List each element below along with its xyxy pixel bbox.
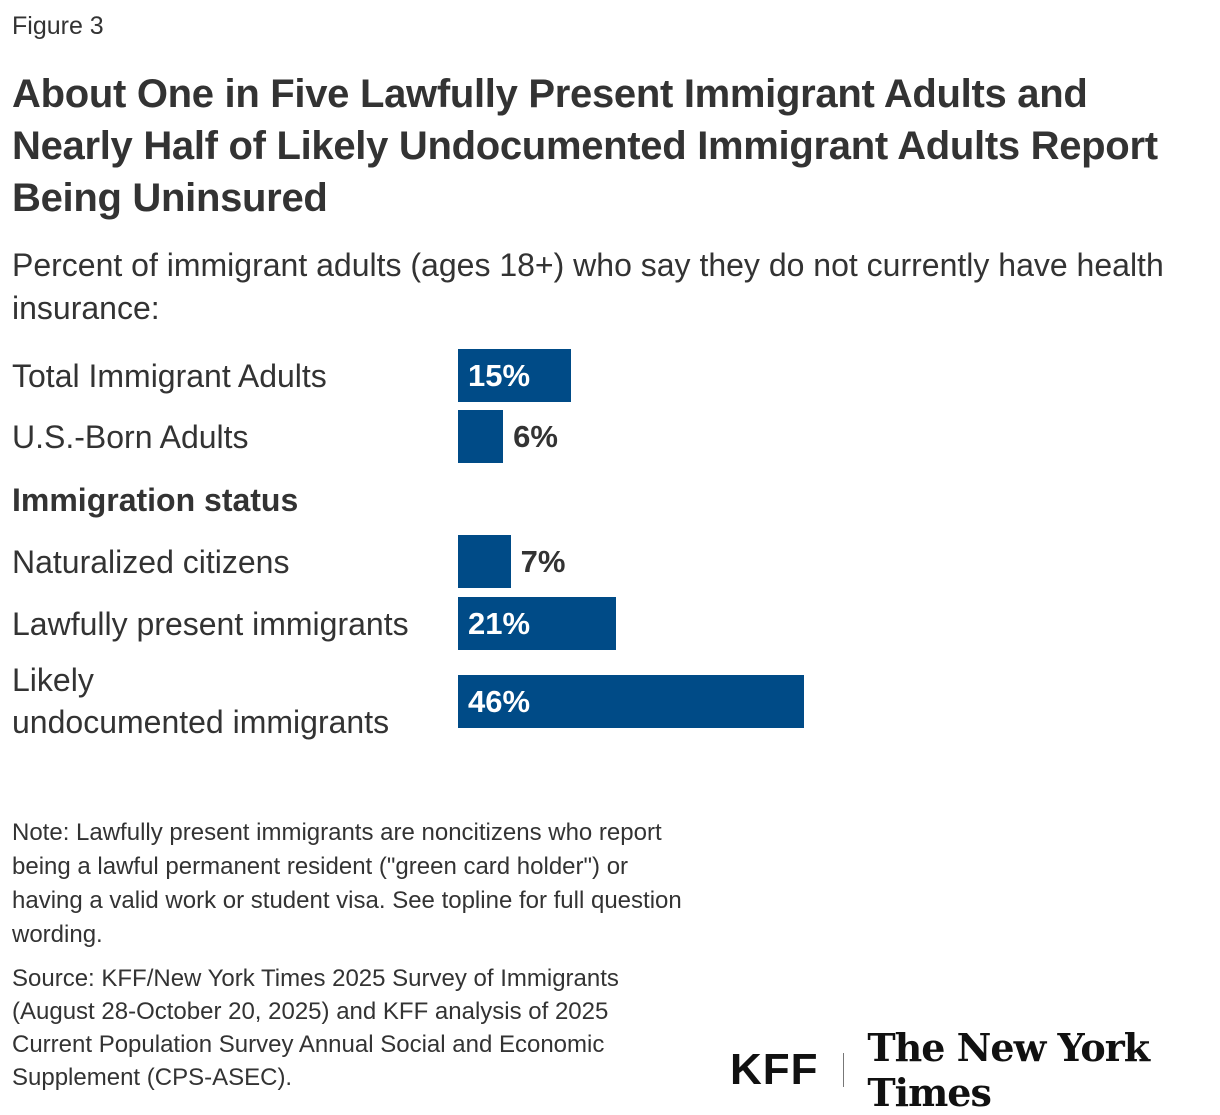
bar [458,675,804,728]
bar [458,410,504,463]
figure-label: Figure 3 [12,12,104,40]
bar [458,349,571,402]
bar [458,597,616,650]
data-label: 15% [468,358,531,393]
chart-note: Note: Lawfully present immigrants are no… [12,819,682,948]
category-label: Total Immigrant Adults [12,358,327,394]
category-label: U.S.-Born Adults [12,419,249,455]
category-label-line: Likely [12,662,94,698]
data-label: 21% [468,606,531,641]
data-label: 7% [520,544,566,579]
nyt-logo: The New York Times [867,1025,1150,1115]
kff-logo: KFF [730,1045,819,1094]
chart-subtitle: Percent of immigrant adults (ages 18+) w… [12,247,1164,326]
data-label: 46% [468,684,531,719]
chart-title: About One in Five Lawfully Present Immig… [12,72,1158,220]
group-header: Immigration status [12,482,299,518]
category-label-line: undocumented immigrants [12,704,390,740]
logo-divider [842,1053,844,1087]
category-label: Lawfully present immigrants [12,606,409,642]
bar [458,535,511,588]
data-label: 6% [513,419,558,454]
logos: KFF The New York Times [730,1025,1220,1115]
category-label: Likely undocumented immigrants [12,659,452,743]
chart-source: Source: KFF/New York Times 2025 Survey o… [12,965,619,1091]
category-label: Naturalized citizens [12,544,290,580]
